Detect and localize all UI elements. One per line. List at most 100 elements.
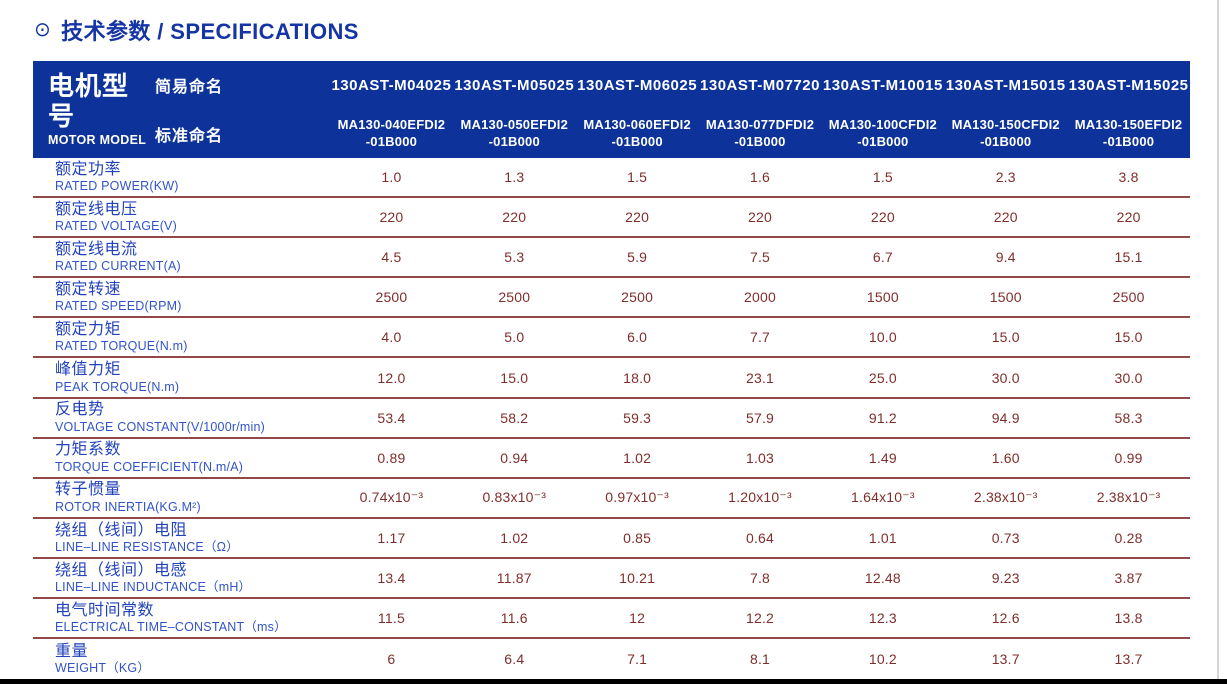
spec-value: 6.7 <box>872 249 893 266</box>
spec-label-en: TORQUE COEFFICIENT(N.m/A) <box>55 459 244 474</box>
spec-value: 220 <box>1116 209 1141 226</box>
spec-row: 额定线电压 RATED VOLTAGE(V) 220 220 220 220 220 220 2… <box>33 198 1190 239</box>
standard-name-label: 标准命名 <box>155 127 224 145</box>
spec-row: 额定力矩 RATED TORQUE(N.m) 4.0 5.0 6.0 7.7 10.0 15.… <box>33 318 1190 359</box>
spec-row-label: 额定线电流 RATED CURRENT(A) <box>33 241 330 274</box>
spec-label-en: RATED POWER(KW) <box>55 179 179 194</box>
motor-model-label-zh: 电机型号 <box>48 71 130 131</box>
spec-label-zh: 力矩系数 <box>55 441 122 459</box>
spec-value: 7.5 <box>749 249 771 266</box>
model-standard-name: MA130-050EFDI2 -01B000 <box>460 116 569 149</box>
page-title-text: 技术参数 / SPECIFICATIONS <box>61 19 359 44</box>
spec-value: 1.5 <box>627 169 648 186</box>
spec-value: 11.6 <box>500 610 528 627</box>
spec-value: 3.8 <box>1118 169 1139 186</box>
spec-value: 30.0 <box>991 369 1020 386</box>
spec-value: 2500 <box>498 289 531 306</box>
spec-value: 5.3 <box>504 249 525 266</box>
spec-label-en: WEIGHT（KG） <box>55 661 151 676</box>
spec-value: 220 <box>748 209 772 226</box>
specifications-table: 电机型号 MOTOR MODEL 简易命名 标准命名 130AST-M04025… <box>33 61 1190 679</box>
spec-value: 11.87 <box>496 569 532 586</box>
spec-value: 53.4 <box>377 409 406 426</box>
model-simple-name: 130AST-M10015 <box>822 76 943 94</box>
spec-value: 2500 <box>1112 289 1145 306</box>
spec-value: 2500 <box>375 289 408 306</box>
spec-label-en: LINE–LINE INDUCTANCE（mH） <box>55 579 252 594</box>
spec-value: 0.74x10⁻³ <box>359 489 424 506</box>
simple-names-row: 130AST-M04025 130AST-M05025 130AST-M06025 1… <box>330 61 1190 110</box>
spec-value: 13.7 <box>991 651 1020 668</box>
model-simple-name: 130AST-M07720 <box>700 76 820 94</box>
spec-row: 转子惯量 ROTOR INERTIA(KG.M²) 0.74x10⁻³ 0.83x10… <box>33 479 1190 519</box>
spec-value: 12.3 <box>868 610 897 627</box>
spec-label-en: RATED VOLTAGE(V) <box>55 219 177 234</box>
spec-value: 1.02 <box>623 449 652 466</box>
spec-value: 7.8 <box>749 569 771 586</box>
spec-value: 12.48 <box>864 569 901 586</box>
spec-row-label: 峰值力矩 PEAK TORQUE(N.m) <box>33 361 330 394</box>
spec-value: 1500 <box>866 289 899 306</box>
spec-value: 59.3 <box>623 409 652 426</box>
spec-value: 220 <box>502 209 527 226</box>
page-title: ⊙ 技术参数 / SPECIFICATIONS <box>34 14 359 46</box>
spec-row-label: 额定转速 RATED SPEED(RPM) <box>33 281 330 314</box>
model-simple-name: 130AST-M06025 <box>577 76 698 94</box>
spec-row: 反电势 VOLTAGE CONSTANT(V/1000r/min) 53.4 58.2… <box>33 399 1190 439</box>
bullet-circle-icon: ⊙ <box>34 19 52 41</box>
spec-label-zh: 反电势 <box>55 401 105 419</box>
spec-value: 0.64 <box>745 529 775 546</box>
spec-value: 23.1 <box>745 369 775 386</box>
spec-label-en: RATED TORQUE(N.m) <box>55 339 188 354</box>
spec-value: 25.0 <box>868 369 897 386</box>
naming-label-column: 简易命名 标准命名 <box>155 61 330 158</box>
spec-label-en: ROTOR INERTIA(KG.M²) <box>55 499 201 514</box>
spec-label-zh: 额定转速 <box>55 280 122 298</box>
spec-value: 9.23 <box>991 569 1020 586</box>
spec-value: 15.1 <box>1114 249 1143 266</box>
spec-row-label: 绕组（线间）电感 LINE–LINE INDUCTANCE（mH） <box>33 562 330 595</box>
spec-value: 0.94 <box>500 449 529 466</box>
model-standard-name: MA130-060EFDI2 -01B000 <box>583 116 691 149</box>
spec-label-en: PEAK TORQUE(N.m) <box>55 379 180 394</box>
spec-value: 13.4 <box>377 569 406 586</box>
spec-value: 220 <box>379 209 404 226</box>
spec-value: 1.5 <box>872 169 893 186</box>
spec-value: 1500 <box>989 289 1022 306</box>
spec-value: 0.97x10⁻³ <box>605 489 669 506</box>
spec-value: 6 <box>387 651 396 668</box>
table-body: 额定功率 RATED POWER(KW) 1.0 1.3 1.5 1.6 1.5 2.3 3.8… <box>33 158 1190 679</box>
spec-value: 0.83x10⁻³ <box>482 489 547 506</box>
spec-label-zh: 绕组（线间）电感 <box>55 561 188 579</box>
spec-row: 重量 WEIGHT（KG） 6 6.4 7.1 8.1 10.2 13.7 13.7 <box>33 639 1190 679</box>
spec-value: 5.9 <box>627 249 648 266</box>
model-simple-name: 130AST-M15025 <box>1068 76 1189 94</box>
spec-value: 57.9 <box>745 409 775 426</box>
model-standard-name: MA130-150EFDI2 -01B000 <box>1074 116 1183 149</box>
spec-value: 9.4 <box>995 249 1016 266</box>
model-standard-name: MA130-100CFDI2 -01B000 <box>828 116 937 149</box>
spec-row-label: 额定功率 RATED POWER(KW) <box>33 161 330 194</box>
spec-value: 2.3 <box>995 169 1016 186</box>
spec-value: 220 <box>993 209 1018 226</box>
table-header: 电机型号 MOTOR MODEL 简易命名 标准命名 130AST-M04025… <box>33 61 1190 158</box>
spec-value: 12.0 <box>377 369 406 386</box>
spec-value: 10.2 <box>868 651 897 668</box>
spec-value: 18.0 <box>623 369 652 386</box>
spec-value: 94.9 <box>991 409 1020 426</box>
spec-value: 1.17 <box>377 529 406 546</box>
spec-label-zh: 额定功率 <box>55 160 122 178</box>
motor-model-label-en: MOTOR MODEL <box>48 132 147 147</box>
spec-value: 13.7 <box>1114 651 1143 668</box>
spec-label-zh: 峰值力矩 <box>55 361 122 379</box>
spec-value: 91.2 <box>868 409 897 426</box>
model-simple-name: 130AST-M05025 <box>454 76 575 94</box>
spec-value: 1.0 <box>381 169 402 186</box>
spec-value: 12.6 <box>991 610 1020 627</box>
spec-value: 3.87 <box>1114 569 1143 586</box>
spec-row-label: 电气时间常数 ELECTRICAL TIME–CONSTANT（ms） <box>33 602 330 635</box>
spec-value: 12.2 <box>745 610 775 627</box>
spec-label-zh: 转子惯量 <box>55 481 122 499</box>
model-names-area: 130AST-M04025 130AST-M05025 130AST-M06025 1… <box>330 61 1190 158</box>
motor-model-header-cell: 电机型号 MOTOR MODEL <box>33 61 155 158</box>
